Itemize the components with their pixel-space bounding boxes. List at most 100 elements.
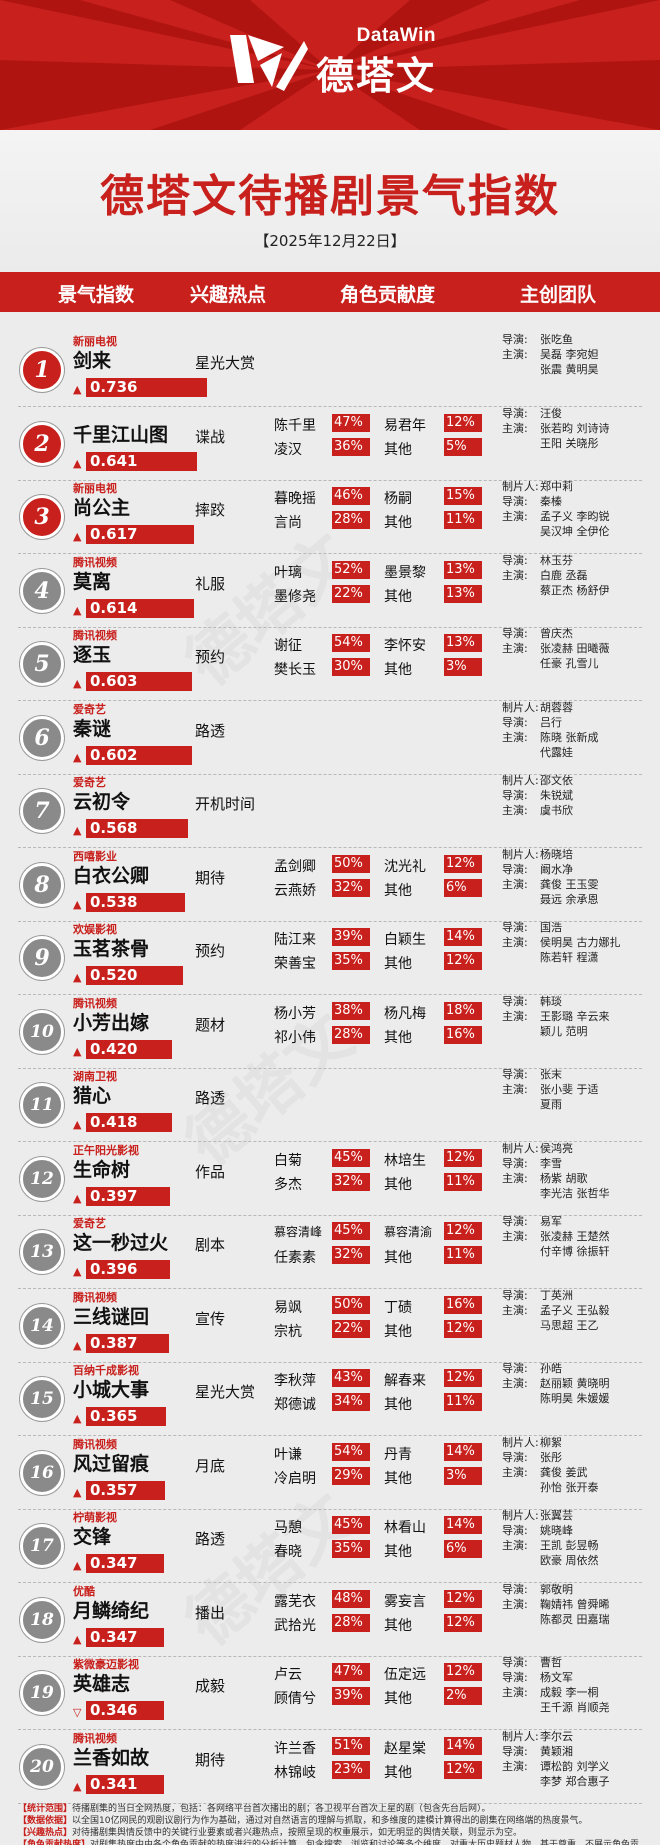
role-percent: 50%	[332, 1295, 370, 1314]
creative-team: 导演: 丁英洲 主演: 孟子义 王弘毅 马思超 王乙	[502, 1288, 652, 1333]
role-contribution: 慕容清峰 45% 慕容清渝 12% 任素素 32% 其他 11%	[274, 1220, 494, 1268]
team-role-label: 导演:	[502, 1288, 528, 1302]
role-percent: 45%	[332, 1148, 370, 1167]
column-header-team: 主创团队	[520, 284, 597, 306]
platform-label: 正午阳光影视	[73, 1143, 139, 1157]
platform-label: 腾讯视频	[73, 996, 117, 1010]
score-value: 0.341	[90, 1774, 138, 1793]
drama-title: 英雄志	[73, 1673, 131, 1695]
list-item: 9 欢娱影视 玉茗茶骨 ▲ 0.520 预约 陆江来 39% 白颖生 14% 荣善宝 35% 其他 12%…	[0, 918, 660, 995]
trend-arrow-icon: ▲	[73, 1485, 82, 1499]
platform-label: 百纳千成影视	[73, 1364, 139, 1377]
team-role-label: 导演:	[502, 1582, 528, 1596]
team-names: 张震 黄明昊	[540, 363, 599, 376]
role-name: 林看山	[384, 1520, 426, 1536]
role-contribution: 卢云 47% 伍定远 12% 顾倩兮 39% 其他 2%	[274, 1661, 494, 1709]
team-line: 马思超 王乙	[502, 1318, 652, 1333]
creative-team: 导演: 国浩 主演: 侯明昊 古力娜扎 陈若轩 程潇	[502, 920, 652, 965]
role-name: 其他	[384, 1691, 412, 1707]
note-label: 【统计范围】	[18, 1804, 73, 1814]
team-line: 孙怡 张开泰	[502, 1480, 652, 1495]
role-line: 陈千里 47% 易君年 12%	[274, 412, 494, 436]
trend-arrow-icon: ▽	[73, 1706, 82, 1719]
team-role-label: 导演:	[502, 1656, 528, 1669]
team-names: 马思超 王乙	[540, 1318, 599, 1332]
team-role-label	[502, 1186, 540, 1201]
team-role-label: 导演:	[502, 627, 528, 640]
team-line: 蔡正杰 杨舒伊	[502, 583, 652, 598]
score-bar	[86, 1554, 164, 1573]
role-name: 凌汉	[274, 441, 302, 458]
hotspot-label: 路透	[195, 1530, 226, 1548]
rank-badge: 8	[20, 862, 64, 907]
role-line: 樊长玉 30% 其他 3%	[274, 656, 494, 680]
list-item: 14 腾讯视频 三线谜回 ▲ 0.387 宣传 易飒 50% 丁碛 16% 宗杭 22% 其他 12% 导演…	[0, 1286, 660, 1363]
team-line: 导演: 吕行	[502, 715, 652, 730]
team-role-label: 制片人:	[502, 700, 539, 714]
team-line: 主演: 张凌赫 王楚然	[502, 1229, 652, 1244]
team-role-label: 导演:	[502, 789, 528, 802]
score-bar	[86, 1039, 172, 1059]
drama-title: 风过留痕	[73, 1452, 150, 1475]
role-percent: 28%	[332, 511, 370, 529]
creative-team: 制片人: 邵文依 导演: 朱锐斌 主演: 虞书欣	[502, 773, 652, 818]
role-name: 其他	[384, 1029, 412, 1046]
list-item: 1 新丽电视 剑来 ▲ 0.736 星光大赏 导演: 张吃鱼 主演: 吴磊 李宛妲 张震 黄明昊	[0, 330, 660, 407]
team-role-label: 制片人:	[502, 847, 539, 861]
team-names: 邵文依	[540, 774, 573, 787]
role-line: 暮晚摇 46% 杨嗣 15%	[274, 485, 494, 509]
team-role-label	[502, 1553, 540, 1568]
team-line: 导演: 姚晓峰	[502, 1523, 652, 1538]
score-value: 0.397	[90, 1186, 138, 1205]
team-line: 付辛博 徐振轩	[502, 1244, 652, 1259]
role-line: 叶璃 52% 墨景黎 13%	[274, 559, 494, 583]
role-name: 冷启明	[274, 1470, 316, 1487]
team-role-label	[502, 950, 540, 965]
team-names: 李雪	[540, 1156, 562, 1170]
team-names: 姚晓峰	[540, 1524, 573, 1537]
team-role-label: 主演:	[502, 1759, 528, 1773]
role-percent: 3%	[444, 1466, 482, 1485]
platform-label: 柠萌影视	[73, 1511, 117, 1524]
row-divider	[18, 626, 642, 628]
score-value: 0.420	[90, 1039, 138, 1058]
drama-title: 三线谜回	[73, 1305, 150, 1328]
team-names: 国浩	[540, 921, 562, 934]
score-value: 0.418	[90, 1113, 138, 1131]
team-role-label: 制片人:	[502, 1509, 539, 1522]
list-item: 2 千里江山图 ▲ 0.641 谍战 陈千里 47% 易君年 12% 凌汉 36% 其他 5% 导演: 汪俊…	[0, 404, 660, 481]
team-line: 制片人: 张翼芸	[502, 1508, 652, 1523]
role-percent: 14%	[444, 1736, 482, 1755]
team-line: 主演: 龚俊 姜武	[502, 1465, 652, 1480]
team-line: 主演: 虞书欣	[502, 803, 652, 818]
score-bar	[86, 1260, 170, 1279]
team-names: 黄颖湘	[540, 1744, 573, 1758]
hotspot-label: 期待	[195, 1750, 226, 1769]
role-line: 武拾光 28% 其他 12%	[274, 1612, 494, 1636]
role-name: 李秋萍	[274, 1373, 316, 1389]
column-header: 景气指数 兴趣热点 角色贡献度 主创团队	[0, 272, 660, 312]
role-percent: 12%	[444, 413, 482, 432]
role-line: 杨小芳 38% 杨凡梅 18%	[274, 1000, 494, 1024]
score-value: 0.568	[90, 819, 138, 837]
rank-badge: 16	[20, 1450, 64, 1495]
role-line: 冷启明 29% 其他 3%	[274, 1465, 494, 1489]
note-label: 【数据依据】	[18, 1816, 73, 1826]
trend-arrow-icon: ▲	[73, 1044, 82, 1058]
rank-badge: 12	[20, 1156, 64, 1201]
row-divider	[18, 406, 642, 407]
row-divider	[18, 920, 642, 922]
team-names: 杨文军	[540, 1671, 573, 1684]
team-names: 白鹿 丞磊	[540, 568, 588, 582]
team-role-label	[502, 1318, 540, 1333]
team-names: 孟子义 李昀锐	[540, 510, 610, 523]
role-name: 杨小芳	[274, 1005, 316, 1022]
team-line: 主演: 张若昀 刘诗诗	[502, 421, 652, 436]
list-item: 11 湖南卫视 猎心 ▲ 0.418 路透 导演: 张末 主演: 张小斐 于适 夏雨	[0, 1065, 660, 1142]
role-percent: 2%	[444, 1687, 482, 1705]
role-percent: 22%	[332, 1319, 370, 1338]
role-percent: 12%	[444, 1369, 482, 1387]
role-line: 任素素 32% 其他 11%	[274, 1244, 494, 1268]
role-percent: 36%	[332, 437, 370, 456]
role-name: 荣善宝	[274, 956, 316, 972]
